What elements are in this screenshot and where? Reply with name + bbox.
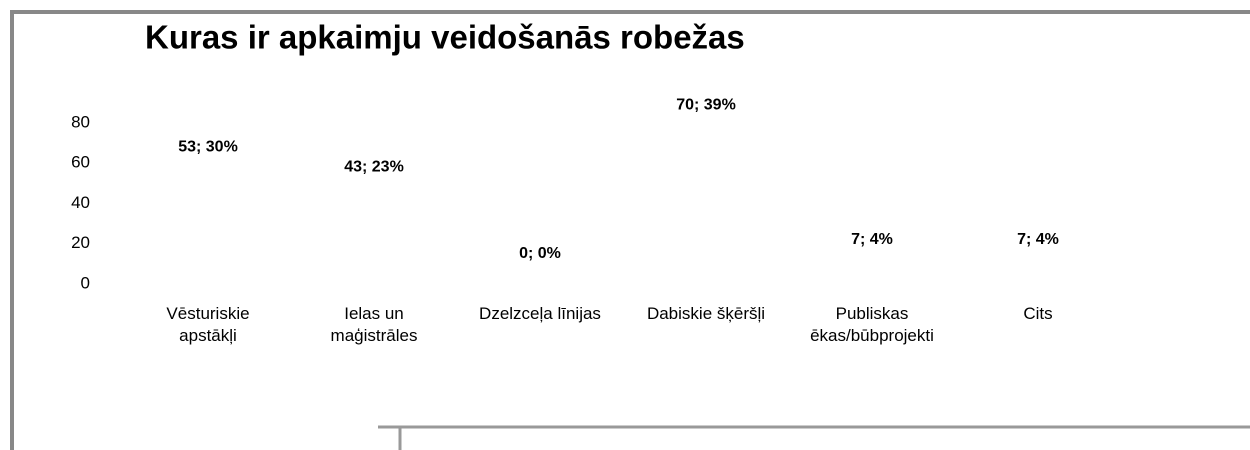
data-label: 53; 30% xyxy=(178,139,238,156)
bar xyxy=(158,177,258,284)
x-tick-label: Cits xyxy=(1023,304,1053,323)
chart-title: Kuras ir apkaimju veidošanās robežas xyxy=(145,19,745,56)
y-tick-label: 20 xyxy=(71,233,90,252)
x-tick-label: Ielas un maģistrāles xyxy=(330,304,418,345)
bar xyxy=(822,269,922,284)
data-label: 70; 39% xyxy=(676,96,736,113)
data-label: 0; 0% xyxy=(519,245,561,262)
y-tick-label: 0 xyxy=(81,273,90,292)
x-tick-label: Publiskas ēkas/būbprojekti xyxy=(810,304,934,345)
bar xyxy=(988,269,1088,284)
data-label: 7; 4% xyxy=(1017,231,1059,248)
data-label: 43; 23% xyxy=(344,159,404,176)
data-label: 7; 4% xyxy=(851,231,893,248)
bar xyxy=(656,143,756,284)
x-tick-label: Vēsturiskie apstākļi xyxy=(166,304,250,345)
x-tick-label: Dzelzceļa līnijas xyxy=(479,304,601,323)
y-tick-label: 40 xyxy=(71,193,90,212)
y-tick-label: 60 xyxy=(71,153,90,172)
y-tick-label: 80 xyxy=(71,112,90,131)
bar xyxy=(324,197,424,284)
x-tick-label: Dabiskie šķēršļi xyxy=(646,304,766,323)
